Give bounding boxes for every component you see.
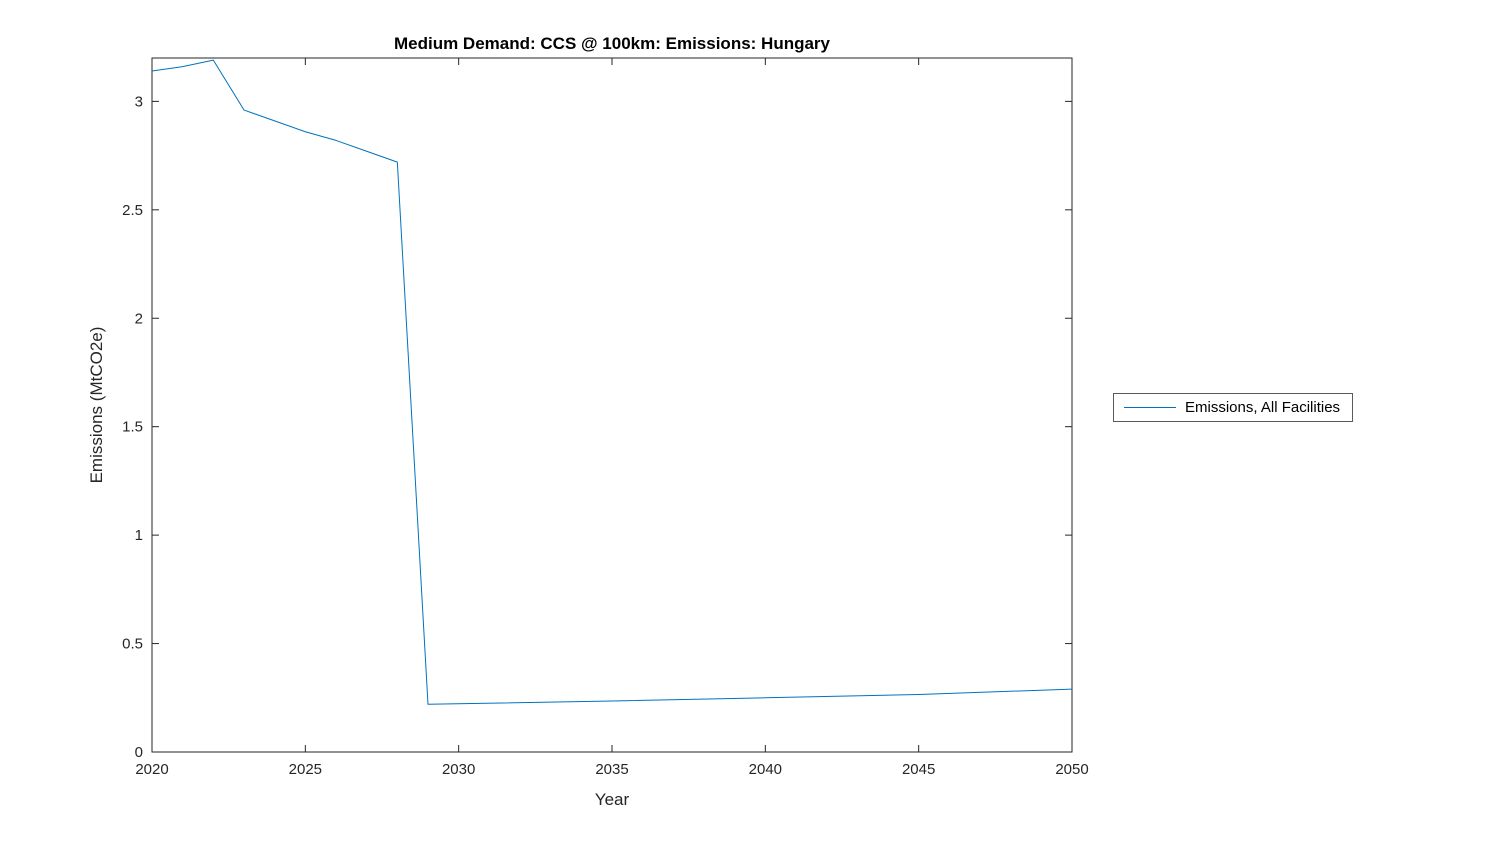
y-tick-label: 3 xyxy=(135,93,143,110)
x-tick-label: 2020 xyxy=(135,761,168,778)
x-tick-label: 2030 xyxy=(442,761,475,778)
x-axis-label: Year xyxy=(594,790,630,809)
y-tick-label: 2.5 xyxy=(122,202,143,219)
y-tick-label: 0.5 xyxy=(122,636,143,653)
axes-box xyxy=(151,57,1073,753)
y-axis-label: Emissions (MtCO2e) xyxy=(87,326,106,484)
y-tick-label: 0 xyxy=(135,744,143,761)
y-tick-label: 1.5 xyxy=(122,419,143,436)
x-tick-label: 2025 xyxy=(289,761,322,778)
x-tick-label: 2045 xyxy=(902,761,935,778)
y-tick-label: 2 xyxy=(135,310,143,327)
x-tick-label: 2040 xyxy=(749,761,782,778)
legend-box: Emissions, All Facilities xyxy=(1113,393,1354,422)
x-tick-label: 2035 xyxy=(595,761,628,778)
legend-item-label: Emissions, All Facilities xyxy=(1185,399,1341,416)
series-line-0 xyxy=(151,59,1073,705)
legend-line-sample xyxy=(1124,407,1176,408)
chart-title: Medium Demand: CCS @ 100km: Emissions: H… xyxy=(393,34,830,53)
x-tick-label: 2050 xyxy=(1055,761,1088,778)
y-tick-label: 1 xyxy=(135,527,143,544)
